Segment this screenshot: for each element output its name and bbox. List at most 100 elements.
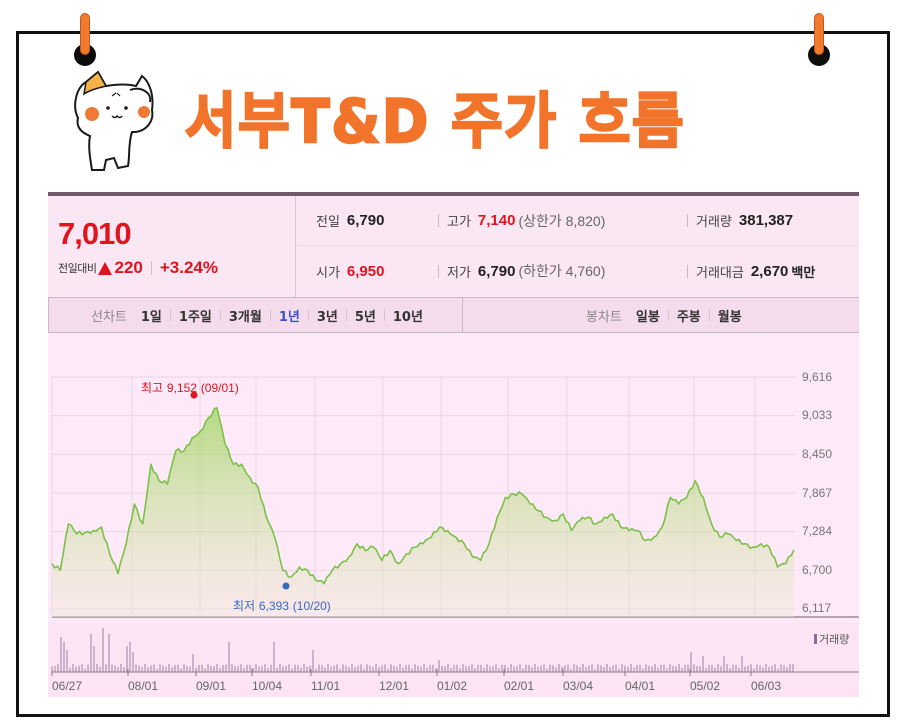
- divider: [708, 309, 710, 321]
- divider: [438, 264, 439, 278]
- y-tick: 6,117: [802, 601, 832, 615]
- divider: [307, 309, 309, 321]
- x-tick: 06/27: [52, 679, 83, 693]
- low-marker-label: 최저 6,393 (10/20): [233, 597, 331, 614]
- divider: [150, 261, 152, 275]
- change-label: 전일대비: [58, 262, 97, 275]
- divider: [219, 309, 221, 321]
- low-marker-title: 최저: [233, 599, 256, 613]
- prev-close-value: 6,790: [346, 212, 385, 229]
- line-chart-tabs: 선차트 1일 1주일 3개월 1년 3년 5년 10년: [91, 298, 423, 332]
- change-value: 220: [114, 258, 143, 277]
- volume-bars: [51, 628, 859, 676]
- tab-daily-candle[interactable]: 일봉: [635, 309, 660, 325]
- high-cell: 고가 7,140 (상한가 8,820): [438, 211, 605, 231]
- x-tick: 11/01: [311, 679, 341, 693]
- volume-cell: 거래량 381,387: [687, 211, 793, 230]
- high-label: 고가: [447, 215, 471, 230]
- y-tick: 7,867: [802, 486, 833, 500]
- volume-label: 거래량: [696, 215, 732, 230]
- tab-1week[interactable]: 1주일: [178, 309, 212, 325]
- open-value: 6,950: [346, 262, 385, 280]
- x-tick: 04/01: [625, 679, 656, 693]
- amount-cell: 거래대금 2,670 백만: [687, 262, 815, 281]
- volume-chart: 거래량 06/27 08/01 09/01 10/04 11/01 12/01 …: [48, 623, 859, 697]
- tab-3month[interactable]: 3개월: [228, 309, 262, 325]
- divider: [383, 309, 385, 321]
- amount-label: 거래대금: [696, 265, 744, 281]
- divider: [169, 309, 171, 321]
- divider: [687, 214, 688, 227]
- up-triangle-icon: [98, 261, 113, 275]
- tab-weekly-candle[interactable]: 주봉: [676, 309, 701, 325]
- high-marker-label: 최고 9,152 (09/01): [141, 379, 239, 396]
- quote-row-1: 전일 6,790 고가 7,140 (상한가 8,820) 거래량 381,38…: [297, 196, 859, 246]
- prev-close-label: 전일: [316, 215, 340, 230]
- cat-mascot-icon: [74, 70, 154, 171]
- chart-period-tabs: 선차트 1일 1주일 3개월 1년 3년 5년 10년 봉차트 일봉 주봉 월봉: [48, 297, 859, 333]
- y-tick: 9,616: [802, 370, 833, 384]
- candle-chart-tabs: 봉차트 일봉 주봉 월봉: [586, 298, 742, 332]
- x-tick: 03/04: [563, 679, 594, 693]
- y-tick: 9,033: [802, 408, 833, 422]
- x-tick: 10/04: [252, 679, 283, 693]
- low-marker-value: 6,393: [258, 599, 289, 613]
- binder-clip-left: [80, 13, 90, 55]
- amount-unit: 백만: [791, 265, 816, 281]
- tab-10year[interactable]: 10년: [392, 309, 423, 325]
- legend-swatch-icon: [814, 634, 817, 644]
- x-tick: 09/01: [196, 679, 227, 693]
- current-price-box: 7,010 전일대비 220 +3.24%: [48, 196, 296, 297]
- divider: [667, 309, 669, 321]
- lower-limit: (하한가 4,760): [518, 263, 606, 279]
- low-value: 6,790: [477, 262, 516, 280]
- x-tick: 02/01: [504, 679, 535, 693]
- tab-5year[interactable]: 5년: [354, 309, 376, 325]
- price-chart-plot: [51, 376, 859, 618]
- tab-1year[interactable]: 1년: [278, 309, 300, 325]
- binder-ring-left: [74, 44, 96, 66]
- high-value: 7,140: [477, 212, 516, 229]
- x-tick: 01/02: [437, 679, 468, 693]
- open-cell: 시가 6,950: [316, 262, 384, 281]
- prev-close-cell: 전일 6,790: [316, 211, 384, 230]
- low-label: 저가: [447, 265, 471, 281]
- tab-3year[interactable]: 3년: [316, 309, 338, 325]
- high-marker-value: 9,152: [166, 381, 197, 395]
- line-chart-title: 선차트: [91, 309, 127, 325]
- amount-value: 2,670: [750, 262, 789, 280]
- x-tick: 08/01: [128, 679, 159, 693]
- low-cell: 저가 6,790 (하한가 4,760): [438, 261, 605, 281]
- stock-panel: 7,010 전일대비 220 +3.24% 전일 6,790 고가 7,140 …: [48, 192, 859, 697]
- high-marker-title: 최고: [141, 381, 164, 395]
- tabs-divider: [462, 298, 463, 332]
- panel-top-border: [48, 192, 859, 196]
- change-percent: +3.24%: [159, 258, 218, 277]
- divider: [438, 214, 439, 227]
- candle-chart-title: 봉차트: [586, 309, 622, 325]
- x-tick: 12/01: [379, 679, 410, 693]
- tab-monthly-candle[interactable]: 월봉: [717, 309, 742, 325]
- divider: [345, 309, 347, 321]
- high-marker-date: (09/01): [200, 381, 239, 395]
- y-tick: 7,284: [802, 524, 833, 538]
- upper-limit: (상한가 8,820): [518, 212, 606, 229]
- volume-legend-label: 거래량: [819, 633, 850, 646]
- volume-legend: 거래량: [814, 631, 849, 647]
- price-chart: 9,616 9,033 8,450 7,867 7,284 6,700 6,11…: [48, 333, 859, 623]
- binder-clip-right: [814, 13, 824, 55]
- page-title: 서부T&D 주가 흐름: [184, 86, 686, 159]
- low-marker-date: (10/20): [292, 599, 331, 613]
- current-price: 7,010: [58, 216, 132, 251]
- x-tick: 05/02: [690, 679, 721, 693]
- quote-summary: 7,010 전일대비 220 +3.24% 전일 6,790 고가 7,140 …: [48, 196, 859, 297]
- divider: [687, 264, 688, 278]
- quote-row-2: 시가 6,950 저가 6,790 (하한가 4,760) 거래대금 2,670…: [297, 246, 859, 296]
- tab-1day[interactable]: 1일: [140, 309, 162, 325]
- change-row: 전일대비 220 +3.24%: [58, 258, 218, 278]
- y-tick: 6,700: [802, 563, 833, 577]
- binder-ring-right: [808, 44, 830, 66]
- open-label: 시가: [316, 265, 340, 281]
- volume-value: 381,387: [738, 212, 794, 229]
- divider: [269, 309, 271, 321]
